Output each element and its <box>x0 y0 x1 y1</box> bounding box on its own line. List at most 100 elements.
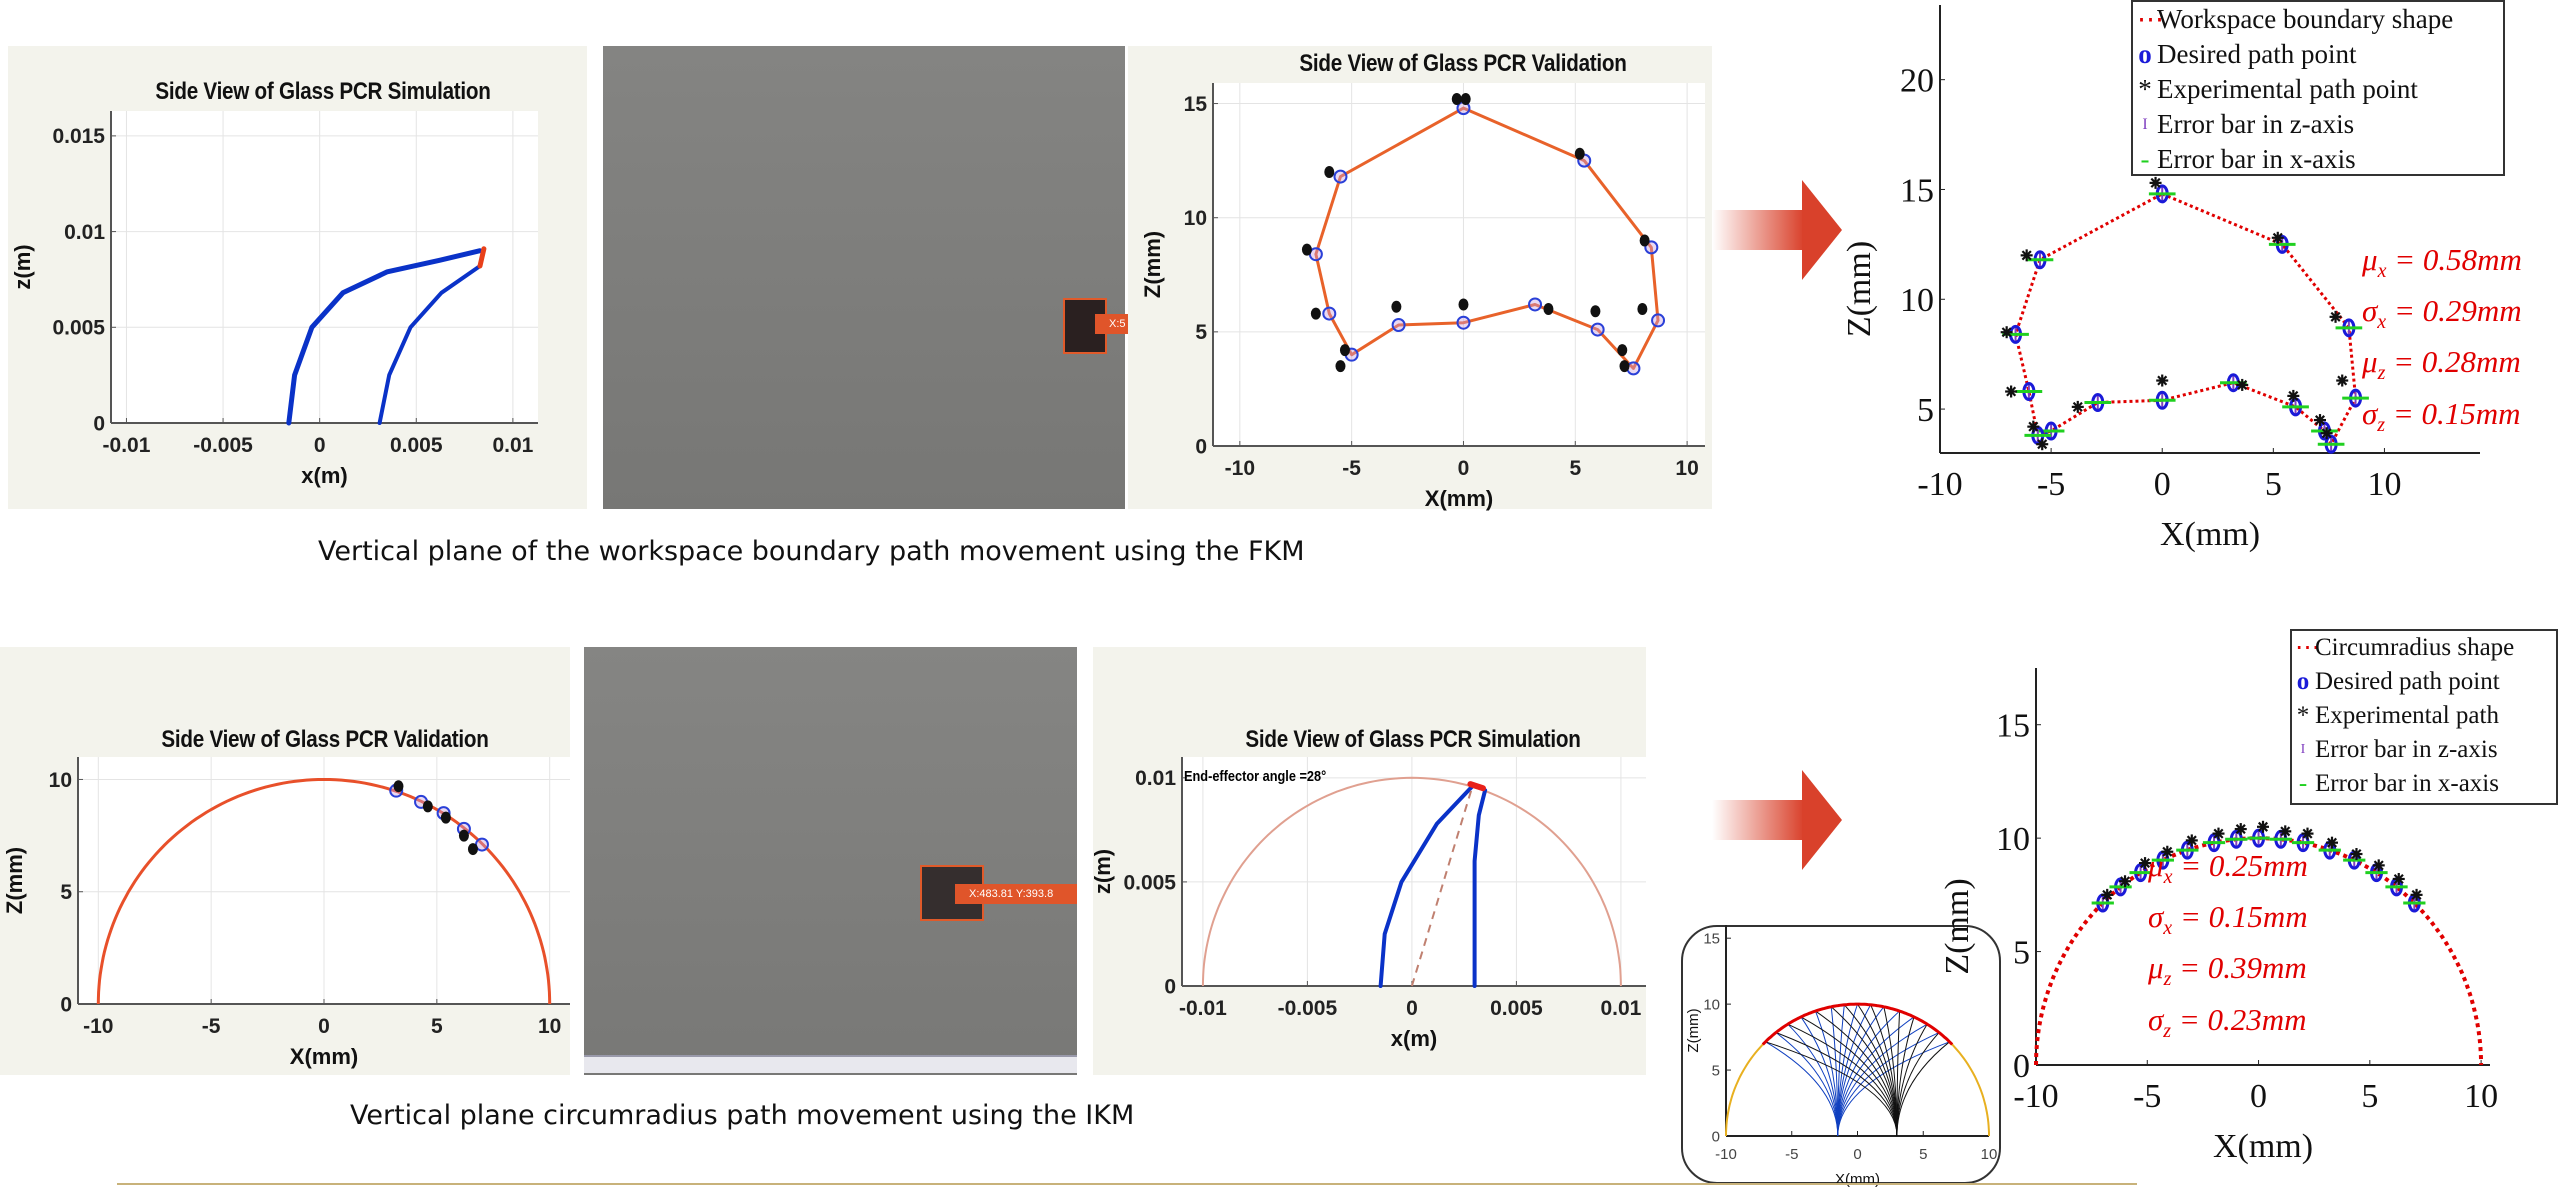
experimental-point <box>440 811 451 824</box>
legend-item: - Error bar in x-axis <box>2137 142 2503 177</box>
x-tick-label: 0 <box>1853 1146 1861 1163</box>
inset-frame <box>1681 925 2001 1184</box>
stat-sigma-z: σz = 0.23mm <box>2148 1001 2307 1042</box>
series-circumradius-arc <box>96 778 552 1005</box>
vertical-error-bar-icon: I <box>2300 742 2306 757</box>
legend-item: ⋯ Workspace boundary shape <box>2137 2 2503 37</box>
fkm-experiment-photo <box>603 46 1125 509</box>
x-tick-label: -5 <box>202 1015 221 1038</box>
series-tip-arc <box>1761 1002 1954 1046</box>
y-tick-label: 5 <box>1917 392 1934 429</box>
y-tick-label: 0.01 <box>1135 767 1176 790</box>
x-tick-label: 0 <box>1458 457 1470 480</box>
x-tick-label: -5 <box>2133 1078 2161 1115</box>
legend-label: Circumradius shape <box>2315 634 2515 661</box>
x-tick-label: 5 <box>1569 457 1581 480</box>
legend-item: o Desired path point <box>2137 37 2503 72</box>
star-stroke <box>2072 401 2083 412</box>
dotted-line-icon: ⋯ <box>2295 634 2320 661</box>
chart-ws_exp: -10 -5 0 5 10 5 10 15 20 X(mm) Z(mm) <box>1841 5 2480 553</box>
experimental-point <box>393 780 404 793</box>
y-tick-label: 0 <box>1712 1128 1720 1145</box>
legend-label: Error bar in x-axis <box>2157 144 2356 174</box>
x-tick-label: -5 <box>1342 457 1361 480</box>
y-tick-label: 15 <box>1184 93 1208 116</box>
y-tick-label: 15 <box>1900 172 1934 209</box>
chart-fkm_val: -10 -5 0 5 10 0 5 10 15 X(mm) Z(mm) <box>1140 83 1705 511</box>
series-path-line <box>1314 106 1660 370</box>
workspace-boundary-shape-line <box>2014 192 2358 448</box>
x-tick-label: 0 <box>318 1015 330 1038</box>
x-tick-label: -0.01 <box>1179 997 1227 1020</box>
star-stroke <box>2326 837 2338 848</box>
y-axis-label: z(m) <box>10 244 35 289</box>
arrow-right-icon <box>1712 180 1842 280</box>
x-tick-label: -10 <box>1917 466 1962 503</box>
x-axis-label: X(mm) <box>2160 516 2260 553</box>
experimental-point <box>1590 305 1601 318</box>
star-stroke <box>2288 390 2299 401</box>
chord-dashed-line <box>1410 785 1474 987</box>
experimental-point <box>1543 303 1554 316</box>
experimental-point <box>467 843 478 856</box>
experimental-point <box>458 829 469 842</box>
y-tick-label: 0 <box>1195 435 1207 458</box>
x-tick-label: 10 <box>1981 1146 1998 1163</box>
legend-label: Error bar in x-axis <box>2315 770 2499 797</box>
legend-item: o Desired path point <box>2295 665 2556 699</box>
segment-right-line <box>1472 788 1488 988</box>
legend-label: Experimental path <box>2315 702 2499 729</box>
y-tick-label: 10 <box>1900 282 1934 319</box>
tracking-label: X:483.81 Y:393.8 <box>955 884 1077 904</box>
chart-inset: -10 -5 0 5 10 0 5 10 15 X(mm) Z(mm) <box>1685 925 1997 1188</box>
chart-ikm_val: -10 -5 0 5 10 0 5 10 X(mm) Z(mm) <box>2 757 570 1069</box>
desired-point <box>1626 361 1641 376</box>
star-stroke <box>2393 873 2404 884</box>
legend-top: ⋯ Workspace boundary shape o Desired path … <box>2131 0 2505 176</box>
x-tick-label: -10 <box>1225 457 1255 480</box>
series-blue-segment-fan <box>1765 1003 1950 1137</box>
desired-point <box>1322 306 1337 321</box>
experimental-point <box>1574 147 1585 160</box>
x-tick-label: 0.005 <box>1490 997 1543 1020</box>
end-effector-line <box>477 246 487 269</box>
legend-item: I Error bar in z-axis <box>2295 733 2556 767</box>
x-tick-label: 10 <box>2464 1078 2498 1115</box>
end-effector-angle-label: End-effector angle =28° <box>1184 768 1327 785</box>
segment-curve <box>1896 1041 1950 1137</box>
series-desired-path-points <box>2002 184 2369 454</box>
segment-curve <box>1765 1041 1898 1137</box>
star-stroke <box>2373 860 2384 871</box>
x-axis-label: X(mm) <box>290 1044 358 1069</box>
x-tick-label: 5 <box>1919 1146 1927 1163</box>
x-tick-label: 10 <box>1675 457 1698 480</box>
experimental-point <box>1335 360 1346 373</box>
legend-item: - Error bar in x-axis <box>2295 767 2556 801</box>
y-tick-label: 15 <box>1996 708 2030 745</box>
y-tick-label: 0.015 <box>52 125 105 148</box>
error-stats-bottom: μx = 0.25mm σx = 0.15mm μz = 0.39mm σz =… <box>2148 846 2308 1051</box>
x-tick-label: 0 <box>2250 1078 2267 1115</box>
stat-sigma-x: σx = 0.29mm <box>2362 293 2522 334</box>
plot-area <box>111 111 538 423</box>
y-axis-label: Z(mm) <box>1140 231 1165 298</box>
x-tick-label: 5 <box>2265 466 2282 503</box>
y-axis-label: Z(mm) <box>2 847 27 914</box>
plot-area <box>1182 757 1646 986</box>
stat-sigma-x: σx = 0.15mm <box>2148 899 2308 940</box>
x-tick-label: 10 <box>2367 466 2401 503</box>
star-stroke <box>2330 311 2341 322</box>
x-tick-label: 0 <box>314 434 326 457</box>
segment-right-line <box>377 264 482 425</box>
horizontal-error-bar-icon: - <box>2298 770 2308 797</box>
experimental-point <box>1310 307 1321 320</box>
x-tick-label: -10 <box>83 1015 113 1038</box>
x-tick-label: -0.01 <box>103 434 151 457</box>
y-tick-label: 20 <box>1900 63 1934 100</box>
y-tick-label: 0 <box>1164 975 1176 998</box>
y-axis-label: z(m) <box>1090 849 1115 894</box>
chart-ikm_sim: -0.01 -0.005 0 0.005 0.01 0 0.005 0.01 x(m) z(m) <box>1090 757 1646 1051</box>
experimental-point <box>1460 92 1471 105</box>
